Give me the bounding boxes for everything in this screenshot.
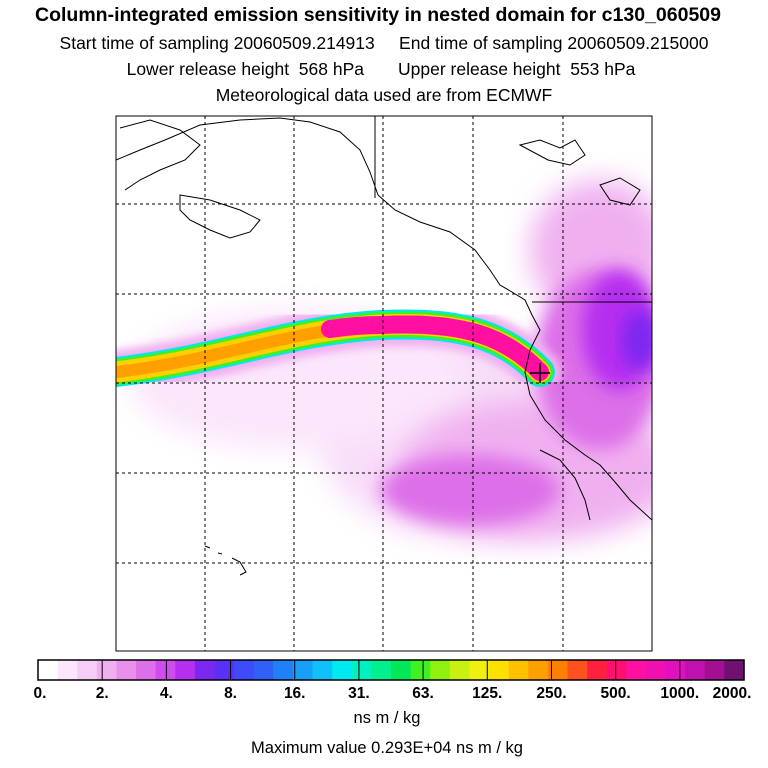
met-data-source: Meteorological data used are from ECMWF bbox=[215, 85, 553, 105]
release-location-marker bbox=[530, 363, 550, 383]
colorbar-tick-label: 2. bbox=[95, 685, 109, 702]
colorbar-tick-label: 250. bbox=[536, 685, 567, 702]
sampling-times: Start time of sampling 20060509.214913 E… bbox=[59, 33, 709, 53]
colorbar-swatch bbox=[685, 660, 706, 680]
colorbar-swatch bbox=[371, 660, 392, 680]
colorbar-swatch bbox=[528, 660, 549, 680]
colorbar-tick-label: 16. bbox=[283, 685, 306, 702]
colorbar-swatch bbox=[234, 660, 255, 680]
colorbar-tick-label: 2000. bbox=[712, 685, 752, 702]
map-frame bbox=[115, 115, 653, 652]
colorbar-swatch bbox=[704, 660, 725, 680]
plume-core bbox=[321, 315, 549, 381]
colorbar-swatch bbox=[724, 660, 745, 680]
colorbar-swatch bbox=[489, 660, 510, 680]
colorbar-tick-label: 31. bbox=[348, 685, 370, 702]
coastline bbox=[119, 119, 201, 191]
colorbar-swatch bbox=[587, 660, 608, 680]
colorbar-swatch bbox=[57, 660, 78, 680]
colorbar-swatch bbox=[351, 660, 372, 680]
colorbar-units: ns m / kg bbox=[353, 709, 421, 727]
colorbar-tick-label: 8. bbox=[224, 685, 237, 702]
colorbar-swatch bbox=[430, 660, 451, 680]
border-line bbox=[539, 449, 591, 521]
colorbar-swatch bbox=[38, 660, 59, 680]
coastlines bbox=[116, 116, 652, 576]
colorbar-swatch bbox=[273, 660, 294, 680]
colorbar-swatch bbox=[547, 660, 569, 680]
colorbar-swatch bbox=[253, 660, 274, 680]
colorbar-swatch bbox=[508, 660, 529, 680]
colorbar-swatch bbox=[449, 660, 471, 680]
colorbar-swatch bbox=[312, 660, 333, 680]
colorbar-swatch bbox=[194, 660, 216, 680]
lat-lon-grid bbox=[116, 116, 652, 651]
colorbar-swatch bbox=[116, 660, 137, 680]
colorbar-swatch bbox=[96, 660, 118, 680]
coastline bbox=[116, 117, 652, 521]
colorbar-swatch bbox=[645, 660, 667, 680]
colorbar-tick-label: 1000. bbox=[660, 685, 700, 702]
colorbar-swatch bbox=[626, 660, 647, 680]
colorbar-frame bbox=[37, 659, 745, 681]
plot-title: Column-integrated emission sensitivity i… bbox=[35, 4, 721, 26]
colorbar-swatch bbox=[391, 660, 412, 680]
colorbar-swatch bbox=[606, 660, 627, 680]
colorbar-tick-label: 0. bbox=[33, 685, 47, 702]
island-outline bbox=[599, 177, 641, 206]
colorbar-swatch bbox=[77, 660, 98, 680]
plume bbox=[116, 302, 562, 394]
colorbar-swatch bbox=[214, 660, 235, 680]
maximum-value: Maximum value 0.293E+04 ns m / kg bbox=[251, 739, 523, 757]
colorbar-swatch bbox=[469, 660, 490, 680]
release-heights: Lower release height 568 hPa Upper relea… bbox=[126, 59, 636, 79]
colorbar-swatch bbox=[567, 660, 588, 680]
colorbar-swatch bbox=[665, 660, 686, 680]
island-outline bbox=[518, 139, 586, 166]
colorbar-tick-label: 500. bbox=[600, 685, 631, 702]
colorbar-tick-label: 125. bbox=[472, 685, 503, 702]
colorbar-swatch bbox=[175, 660, 196, 680]
strongest-field bbox=[622, 310, 652, 370]
colorbar-swatch bbox=[292, 660, 314, 680]
island-outline bbox=[179, 194, 261, 239]
colorbar-swatch bbox=[332, 660, 353, 680]
colorbar-tick-label: 4. bbox=[159, 685, 173, 702]
colorbar-tick-label: 63. bbox=[412, 685, 434, 702]
hawaii-islands bbox=[204, 545, 247, 576]
colorbar-swatch bbox=[410, 660, 431, 680]
colorbar-swatch bbox=[136, 660, 157, 680]
colorbar-swatch bbox=[155, 660, 176, 680]
